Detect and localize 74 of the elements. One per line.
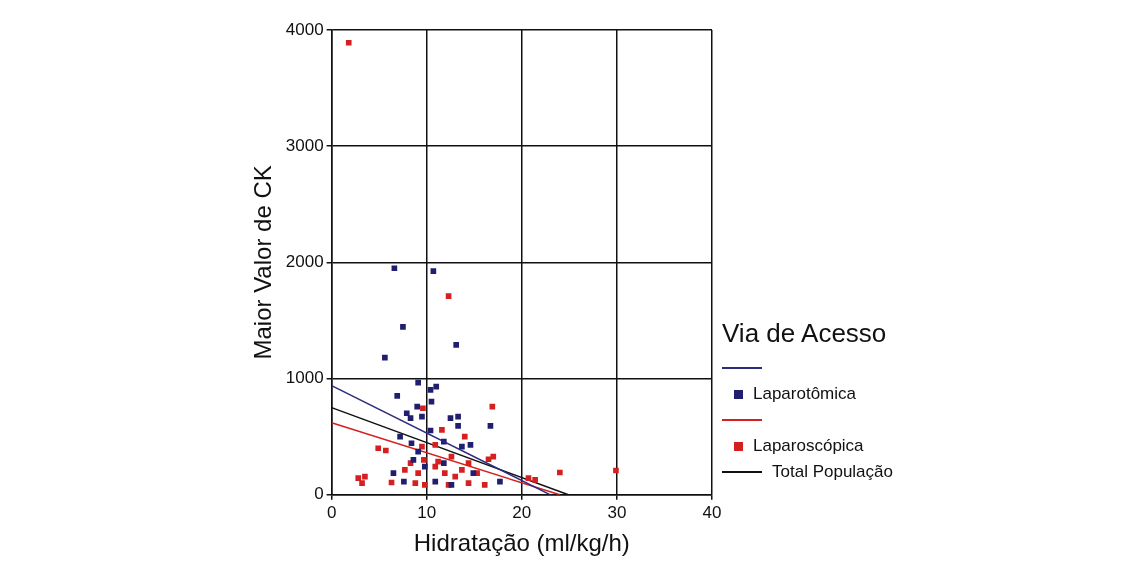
point	[397, 433, 403, 440]
point	[394, 393, 401, 399]
point	[400, 324, 406, 330]
x-tick-label: 40	[702, 502, 722, 522]
point	[427, 387, 434, 393]
y-tick-label: 0	[314, 484, 324, 504]
point	[467, 442, 474, 448]
point	[433, 383, 440, 390]
x-axis-title: Hidratação (ml/kg/h)	[413, 529, 630, 557]
y-tick-label: 4000	[285, 19, 324, 39]
point	[420, 405, 426, 412]
point	[441, 460, 447, 467]
point	[419, 443, 425, 450]
point	[470, 470, 477, 476]
point	[439, 427, 445, 433]
point	[359, 480, 365, 486]
x-tick-label: 20	[512, 502, 532, 522]
point	[419, 413, 425, 420]
point	[421, 463, 428, 470]
point	[441, 470, 448, 476]
point	[455, 423, 461, 429]
point	[452, 473, 459, 480]
y-tick-label: 3000	[285, 135, 324, 155]
legend-label: Laparotômica	[753, 384, 857, 404]
point	[445, 293, 452, 299]
point	[481, 481, 488, 488]
point	[382, 447, 389, 454]
point	[412, 480, 419, 486]
point	[497, 478, 503, 485]
legend-label: Laparoscópica	[753, 436, 864, 456]
point	[447, 415, 454, 421]
point	[415, 448, 421, 455]
point	[345, 39, 352, 46]
point	[414, 403, 421, 410]
point	[401, 478, 407, 485]
point	[455, 413, 461, 420]
x-tick-label: 0	[326, 502, 337, 522]
point	[391, 265, 398, 272]
point	[613, 467, 619, 474]
point	[415, 470, 421, 476]
legend-title: Via de Acesso	[722, 318, 888, 349]
y-axis-title: Maior Valor de CK	[249, 165, 277, 360]
point	[557, 469, 563, 476]
point	[375, 445, 382, 452]
point	[432, 442, 439, 448]
point	[432, 478, 439, 485]
x-tick-label: 10	[417, 502, 437, 522]
point	[430, 268, 437, 274]
point	[390, 470, 397, 476]
point	[408, 440, 415, 447]
point	[403, 410, 410, 417]
point	[435, 458, 441, 465]
point	[382, 354, 388, 361]
point	[421, 457, 427, 463]
point	[461, 433, 468, 440]
point	[402, 466, 408, 473]
point	[432, 463, 439, 470]
point	[459, 466, 465, 473]
point	[532, 476, 538, 483]
x-tick-label: 30	[607, 502, 627, 522]
point	[362, 473, 368, 480]
point	[421, 481, 428, 488]
point	[487, 423, 494, 429]
point	[459, 443, 465, 450]
point	[465, 480, 472, 486]
point	[485, 456, 492, 463]
point	[407, 415, 414, 421]
y-tick-label: 2000	[285, 252, 324, 272]
y-tick-label: 1000	[285, 368, 324, 388]
legend-label: Total População	[772, 462, 893, 482]
point	[453, 342, 460, 348]
point	[415, 379, 421, 386]
point	[525, 475, 532, 481]
point	[355, 475, 362, 481]
